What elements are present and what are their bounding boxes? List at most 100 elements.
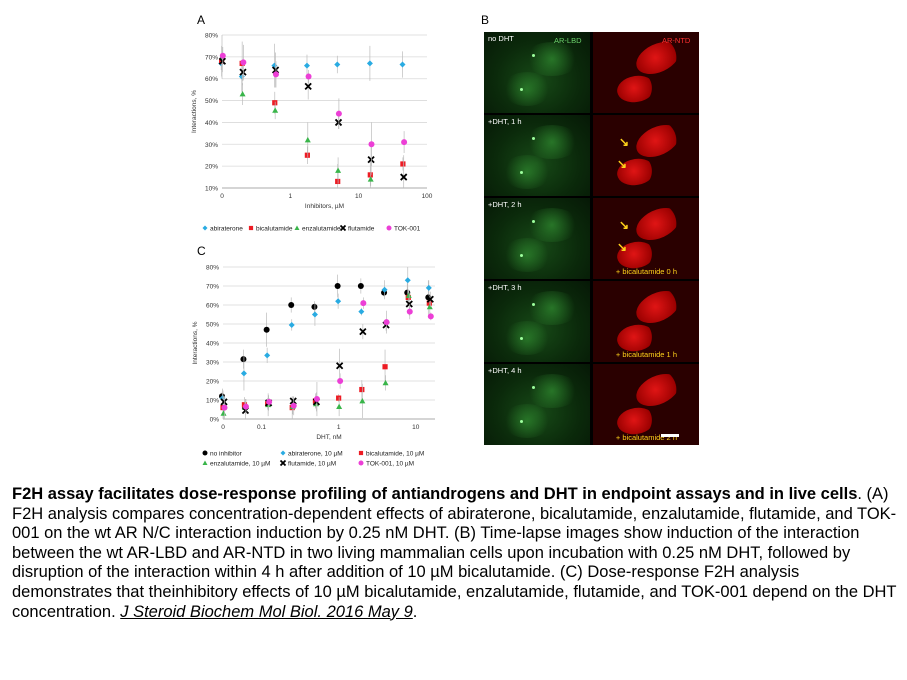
legend-label: abiraterone, 10 µM xyxy=(288,450,343,457)
data-point xyxy=(291,403,297,409)
focus-spot xyxy=(520,88,523,91)
microscopy-row: +DHT, 3 h + bicalutamide 1 h xyxy=(484,281,699,362)
y-tick-label: 20% xyxy=(206,379,219,386)
data-point xyxy=(400,161,405,166)
nucleus xyxy=(615,73,657,105)
legend-marker xyxy=(359,451,363,455)
legend: abiraterone bicalutamide enzalutamide fluta… xyxy=(203,225,421,232)
data-point xyxy=(334,62,340,68)
data-point xyxy=(273,71,279,77)
focus-spot xyxy=(532,137,535,140)
cell-body xyxy=(502,72,552,106)
y-tick-label: 70% xyxy=(206,284,219,291)
citation-link[interactable]: J Steroid Biochem Mol Biol. 2016 May 9 xyxy=(120,603,413,621)
arrow-icon: ↘ xyxy=(617,240,627,254)
cell-body xyxy=(524,125,580,159)
focus-spot xyxy=(532,54,535,57)
row-label: +DHT, 1 h xyxy=(488,117,522,126)
data-point xyxy=(288,302,294,308)
microscopy-panel: no DHT AR-LBD AR-NTD +DHT, 1 h ↘ ↘ +DHT, 2 h ↘ ↘… xyxy=(484,32,699,445)
data-point xyxy=(359,387,364,392)
focus-spot xyxy=(532,386,535,389)
row-label: +DHT, 4 h xyxy=(488,366,522,375)
y-tick-label: 20% xyxy=(205,164,218,171)
series-tok-001 xyxy=(222,297,434,419)
data-point xyxy=(266,399,272,405)
microscopy-row: +DHT, 1 h ↘ ↘ xyxy=(484,115,699,196)
x-tick-label: 1 xyxy=(289,193,293,200)
data-point xyxy=(358,309,364,315)
y-tick-label: 80% xyxy=(205,33,218,40)
legend-label: enzalutamide, 10 µM xyxy=(210,460,270,467)
x-axis-label: DHT, nM xyxy=(316,434,341,441)
data-point xyxy=(314,396,320,402)
figure-caption: F2H assay facilitates dose-response prof… xyxy=(12,485,902,622)
data-point xyxy=(305,137,311,142)
caption-body: . (A) F2H analysis compares concentratio… xyxy=(12,485,896,621)
green-channel-image xyxy=(484,115,590,196)
cell-body xyxy=(502,238,552,272)
x-tick-label: 10 xyxy=(412,424,420,431)
cell-body xyxy=(502,321,552,355)
caption-title: F2H assay facilitates dose-response prof… xyxy=(12,485,857,503)
data-point xyxy=(368,172,373,177)
data-point xyxy=(382,364,387,369)
data-point xyxy=(264,352,270,358)
legend-marker xyxy=(341,226,346,231)
nucleus xyxy=(631,202,685,247)
legend-marker xyxy=(359,461,364,466)
nucleus xyxy=(631,285,685,330)
data-point xyxy=(335,168,341,173)
y-tick-label: 60% xyxy=(206,303,219,310)
legend-label: enzalutamide xyxy=(302,225,341,232)
red-channel-image xyxy=(593,115,699,196)
legend-label: no inhibitor xyxy=(210,450,243,457)
data-point xyxy=(401,139,407,145)
legend-label: bicalutamide xyxy=(256,225,293,232)
data-point xyxy=(264,327,270,333)
data-point xyxy=(241,370,247,376)
legend-marker xyxy=(203,461,208,466)
nucleus xyxy=(631,368,685,413)
legend-marker xyxy=(203,451,208,456)
legend-label: TOK-001 xyxy=(394,225,421,232)
data-point xyxy=(359,398,365,403)
y-tick-label: 50% xyxy=(205,98,218,105)
y-tick-label: 60% xyxy=(205,76,218,83)
y-tick-label: 50% xyxy=(206,322,219,329)
legend-marker xyxy=(387,226,392,231)
green-channel-image xyxy=(484,198,590,279)
y-tick-label: 40% xyxy=(205,120,218,127)
data-point xyxy=(367,60,373,66)
cell-body xyxy=(524,42,580,76)
series-abiraterone xyxy=(220,267,432,408)
x-tick-label: 0 xyxy=(220,193,224,200)
microscopy-row: +DHT, 4 h + bicalutamide 2 h xyxy=(484,364,699,445)
green-channel-image xyxy=(484,281,590,362)
scale-bar xyxy=(661,434,679,437)
data-point xyxy=(337,378,343,384)
legend-marker xyxy=(203,226,208,231)
data-point xyxy=(240,91,246,96)
data-point xyxy=(360,300,366,306)
data-point xyxy=(304,63,310,69)
red-channel-label: AR-NTD xyxy=(662,36,690,45)
legend-marker xyxy=(249,226,253,230)
row-label: no DHT xyxy=(488,34,514,43)
data-point xyxy=(384,319,390,325)
data-point xyxy=(220,53,226,59)
y-tick-label: 30% xyxy=(206,360,219,367)
data-point xyxy=(306,74,312,80)
x-tick-label: 1 xyxy=(337,424,341,431)
y-tick-label: 30% xyxy=(205,142,218,149)
data-point xyxy=(405,277,411,283)
panel-c-chart: 0%10%20%30%40%50%60%70%80%0 0.1 1 10DHT, nM… xyxy=(185,257,445,472)
data-point xyxy=(222,405,228,411)
series-abiraterone xyxy=(218,44,405,92)
cell-body xyxy=(524,208,580,242)
panel-a-chart: 10% 20% 30% 40% 50% 60% 70% 80% 0 1 10 100 Inhibitor… xyxy=(185,25,425,250)
cell-body xyxy=(524,291,580,325)
focus-spot xyxy=(520,420,523,423)
x-axis-label: Inhibitors, µM xyxy=(305,203,344,210)
data-point xyxy=(428,313,434,319)
